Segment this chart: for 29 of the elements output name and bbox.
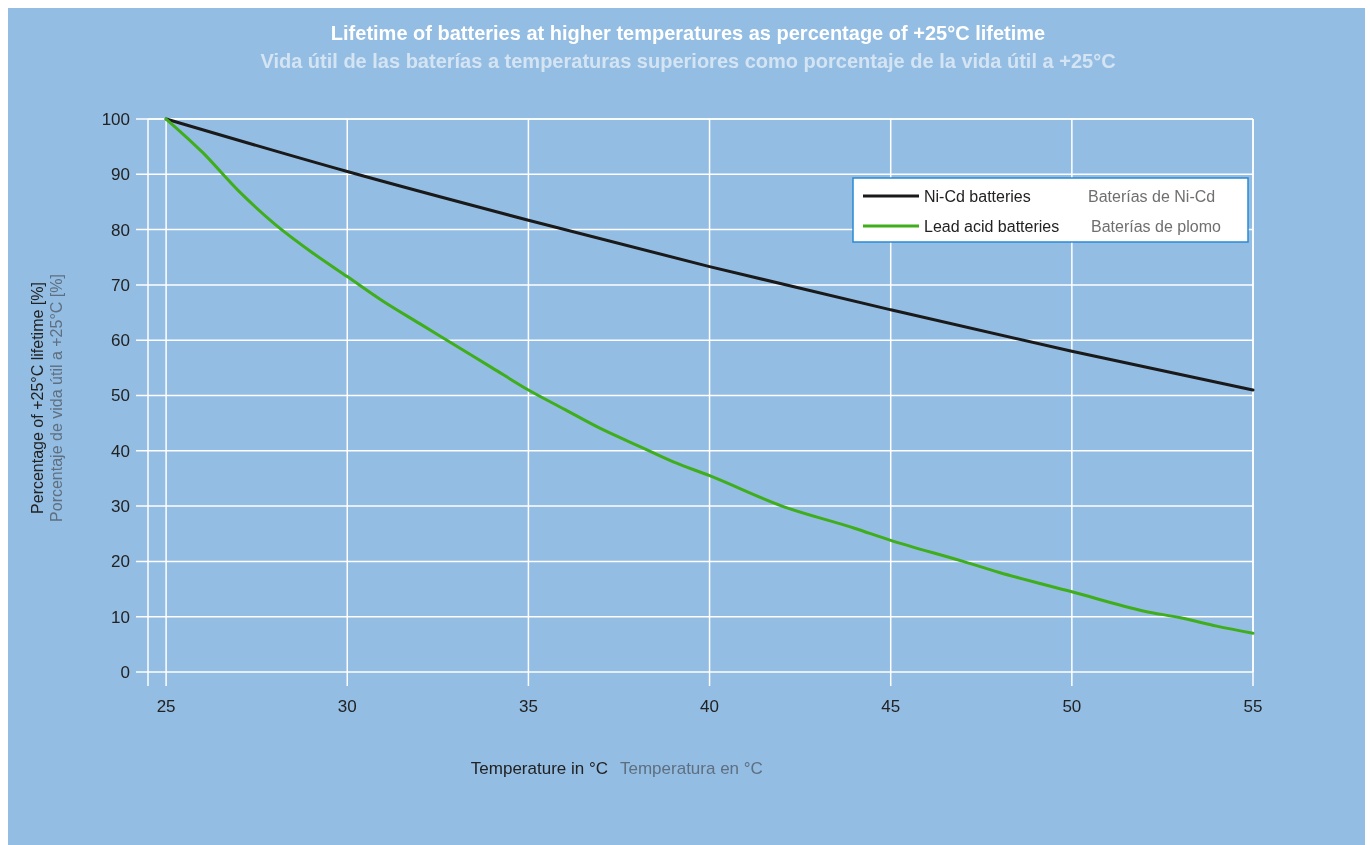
y-tick-label: 90 xyxy=(111,165,130,185)
text: Porcentaje de vida útil a +25°C [%] xyxy=(48,274,65,522)
text: Temperatura en °C xyxy=(620,759,763,778)
x-tick-label: 40 xyxy=(700,697,720,716)
x-axis-title: Temperature in °C xyxy=(470,759,608,778)
y-tick-label: 80 xyxy=(111,220,130,240)
y-tick-label: 100 xyxy=(101,109,130,129)
y-tick-label: 40 xyxy=(111,441,130,461)
x-tick-label: 25 xyxy=(156,697,176,716)
x-tick-label: 55 xyxy=(1243,697,1263,716)
y-tick-label: 20 xyxy=(111,552,130,572)
y-tick-label: 70 xyxy=(111,275,130,295)
y-tick-label: 60 xyxy=(111,331,130,351)
x-tick-label: 35 xyxy=(518,697,538,716)
y-tick-label: 30 xyxy=(111,497,130,517)
y-tick-label: 0 xyxy=(120,662,130,682)
annotation: Baterías de plomo xyxy=(1091,217,1221,235)
x-tick-label: 30 xyxy=(337,697,357,716)
legend-label: Ni-Cd batteries xyxy=(924,187,1031,205)
chart-title: Lifetime of batteries at higher temperatures as percentage of +25°C lifetime xyxy=(330,22,1046,44)
chart-subtitle: Vida útil de las baterías a temperaturas superiores como porcentaje de la vida útil a +25°C xyxy=(260,50,1116,72)
x-tick-label: 50 xyxy=(1062,697,1082,716)
y-axis-title: Percentage of +25°C lifetime [%] xyxy=(29,282,46,514)
legend-label: Lead acid batteries xyxy=(924,217,1060,235)
line-series xyxy=(164,117,1255,635)
y-tick-label: 10 xyxy=(111,607,130,627)
x-tick-label: 45 xyxy=(881,697,901,716)
annotation: Baterías de Ni-Cd xyxy=(1088,187,1216,205)
y-tick-label: 50 xyxy=(111,386,130,406)
